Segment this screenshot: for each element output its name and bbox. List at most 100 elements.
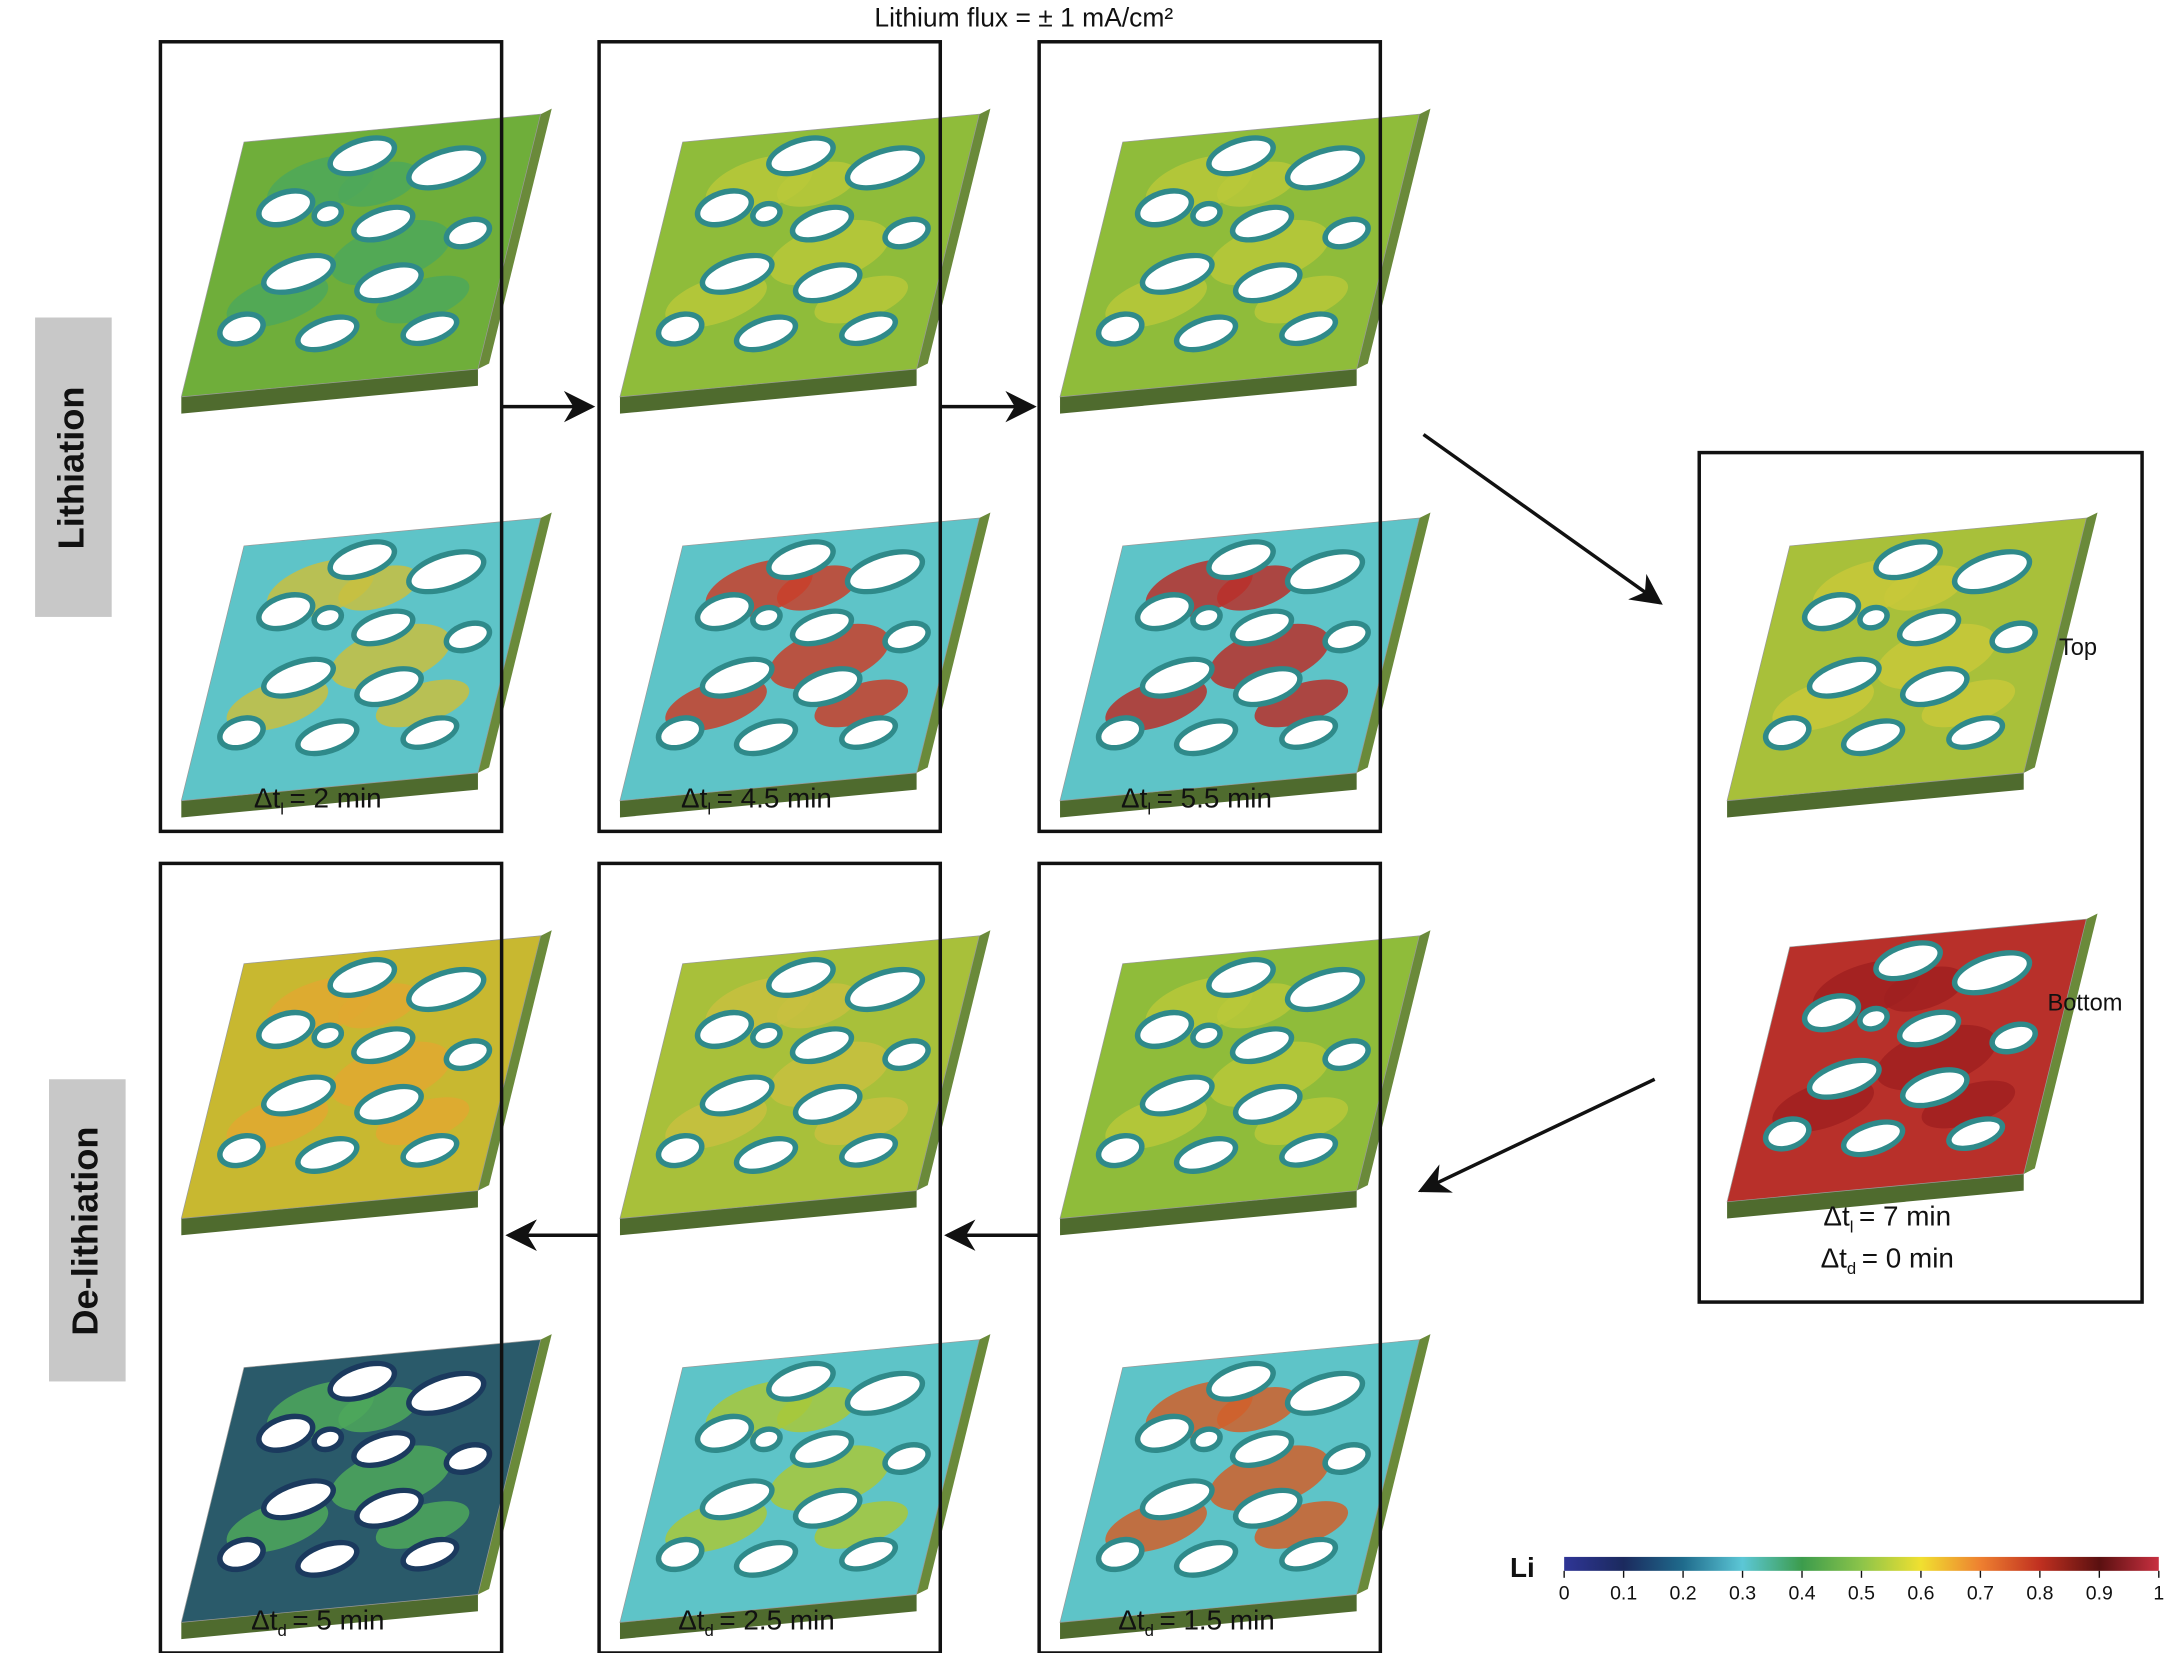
slab-region — [375, 679, 470, 728]
slab-hole — [332, 1366, 392, 1397]
panel-frame — [158, 40, 504, 834]
slab-hole — [1957, 955, 2027, 991]
panel: Δtl = 5.5 min — [1037, 40, 1431, 834]
colorbar-tick-label: 0.9 — [2086, 1583, 2113, 1605]
slab-hole — [1195, 1028, 1218, 1043]
colorbar-tick-label: 1 — [2153, 1583, 2164, 1605]
slab-hole — [316, 610, 339, 626]
slab-hole — [1290, 554, 1360, 590]
slab-hole — [405, 1542, 454, 1567]
slab-hole — [1327, 625, 1366, 648]
side-label: Top — [2059, 635, 2097, 661]
slab-side — [477, 512, 552, 773]
slab-front — [619, 1190, 917, 1236]
time-text: = 2.5 min — [719, 1605, 834, 1636]
time-symbol: Δt — [681, 783, 708, 814]
time-text: = 2 min — [290, 783, 382, 814]
slab-hole — [359, 1493, 419, 1524]
time-label: Δtd = 5 min — [251, 1605, 384, 1641]
time-subscript: d — [277, 1622, 286, 1641]
slab-front — [619, 1594, 917, 1640]
slab-hole — [1140, 193, 1189, 223]
slab-hole — [844, 316, 893, 341]
slab-hole — [844, 1542, 893, 1567]
row-label: De-lithiation — [65, 1127, 106, 1336]
slab-hole — [1327, 1043, 1366, 1066]
slab-hole — [1327, 221, 1366, 245]
arrow — [1417, 1077, 1656, 1193]
slab-hole — [755, 610, 778, 626]
slab-hole — [356, 613, 411, 642]
colorbar-tick-label: 0.4 — [1788, 1583, 1815, 1605]
time-subscript: l — [1850, 1218, 1854, 1237]
time-label: Δtl = 4.5 min — [681, 783, 832, 819]
panel-frame — [1037, 861, 1383, 1653]
slab-hole — [1994, 625, 2033, 648]
slab-hole — [1905, 1072, 1965, 1103]
slab-hole — [1290, 972, 1360, 1007]
slab-hole — [449, 1043, 487, 1066]
slab-front — [1727, 1173, 2024, 1219]
slab-hole — [1195, 206, 1218, 222]
slab-hole — [661, 1138, 700, 1163]
colorbar-tick-label: 0 — [1559, 1583, 1570, 1605]
slab-hole — [1290, 1376, 1360, 1411]
slab-hole — [359, 267, 419, 299]
slab-side — [916, 1334, 991, 1595]
slab-region — [814, 1501, 908, 1549]
slab-hole — [356, 209, 411, 238]
slab-hole — [705, 1079, 770, 1112]
slab-hole — [798, 1493, 858, 1524]
row-label-box — [35, 317, 112, 617]
slab-hole — [1101, 316, 1140, 342]
slab-hole — [411, 1376, 481, 1411]
slab-hole — [1905, 671, 1965, 702]
slab-side — [477, 108, 552, 370]
colorbar-label: Li — [1510, 1552, 1535, 1583]
slab-hole — [1140, 1015, 1189, 1044]
slab-hole — [1235, 613, 1289, 642]
slab-hole — [1195, 610, 1218, 626]
slab-hole — [1327, 1447, 1366, 1470]
slab-front — [619, 369, 917, 414]
slab-hole — [1235, 1031, 1289, 1059]
slab-hole — [1957, 554, 2027, 590]
slab-hole — [332, 140, 392, 172]
time-symbol: Δt — [1823, 1201, 1850, 1232]
slab-hole — [1145, 1079, 1210, 1112]
panel: Δtd = 5 min — [158, 861, 552, 1653]
slab-front — [1060, 1190, 1357, 1236]
slab-hole — [1238, 1089, 1298, 1120]
panel-frame — [1037, 40, 1383, 834]
slab-region — [814, 275, 908, 324]
slab-hole — [755, 1431, 778, 1447]
slab-hole — [356, 1031, 411, 1059]
slab-hole — [1812, 661, 1877, 694]
slab-hole — [798, 1089, 858, 1120]
slab-hole — [316, 206, 339, 222]
slab-side — [2023, 512, 2098, 773]
slab-front — [181, 1190, 478, 1236]
slab-region — [1254, 679, 1349, 728]
slab-hole — [661, 720, 700, 746]
slab-hole — [795, 1435, 849, 1463]
panel: Δtl = 4.5 min — [597, 40, 991, 834]
slab-hole — [222, 1542, 261, 1567]
slab-region — [1921, 679, 2016, 728]
panel-frame — [158, 861, 504, 1653]
slab-hole — [1846, 1124, 1900, 1152]
time-text: = 4.5 min — [717, 783, 832, 814]
slab-hole — [771, 140, 831, 172]
slab-hole — [261, 1419, 310, 1448]
row-label-box — [49, 1079, 126, 1382]
time-label: Δtd = 0 min — [1821, 1243, 1954, 1279]
slab-front — [1060, 772, 1357, 818]
slab-side — [477, 1334, 552, 1595]
time-symbol: Δt — [251, 1605, 278, 1636]
slab-hole — [739, 723, 793, 751]
slab-hole — [222, 720, 261, 746]
slab-hole — [1862, 610, 1885, 626]
slab-hole — [1211, 962, 1271, 993]
slab-hole — [844, 1138, 893, 1163]
time-subscript: d — [1145, 1622, 1154, 1641]
